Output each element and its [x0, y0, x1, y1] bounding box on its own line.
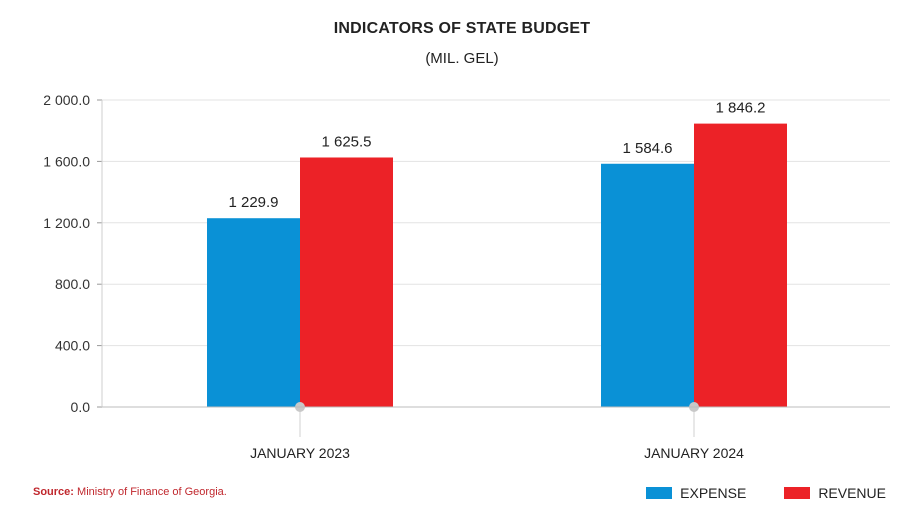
y-tick-label: 1 600.0 [43, 153, 90, 169]
y-tick-label: 0.0 [71, 399, 91, 415]
data-label-revenue-1: 1 846.2 [715, 100, 765, 117]
source-prefix: Source: [33, 486, 74, 498]
source-note: Source: Ministry of Finance of Georgia. [33, 486, 227, 498]
legend: EXPENSE REVENUE [646, 485, 886, 501]
y-tick-label: 400.0 [55, 338, 90, 354]
source-text: Ministry of Finance of Georgia. [77, 486, 227, 498]
x-tick-label: JANUARY 2024 [644, 445, 744, 461]
bar-expense-0 [207, 218, 300, 407]
legend-label-expense: EXPENSE [680, 485, 747, 501]
y-tick-label: 1 200.0 [43, 215, 90, 231]
chart-title: INDICATORS OF STATE BUDGET [333, 20, 591, 37]
bar-chart: 0.0 400.0 800.0 1 200.0 1 600.0 2 000.0 1 229.… [43, 92, 890, 461]
bar-expense-1 [601, 163, 694, 407]
legend-swatch-expense [646, 487, 673, 499]
chart-subtitle: (MIL. GEL) [425, 50, 499, 67]
bar-revenue-0 [300, 157, 393, 407]
legend-label-revenue: REVENUE [818, 485, 886, 501]
legend-item-expense: EXPENSE [646, 485, 746, 501]
data-label-expense-1: 1 584.6 [622, 140, 672, 157]
x-tick-label: JANUARY 2023 [250, 445, 350, 461]
legend-item-revenue: REVENUE [784, 485, 886, 501]
data-label-revenue-0: 1 625.5 [321, 133, 371, 150]
bar-revenue-1 [694, 123, 787, 407]
data-label-expense-0: 1 229.9 [228, 194, 278, 211]
y-tick-label: 800.0 [55, 276, 90, 292]
y-tick-label: 2 000.0 [43, 92, 90, 108]
legend-swatch-revenue [784, 487, 811, 499]
